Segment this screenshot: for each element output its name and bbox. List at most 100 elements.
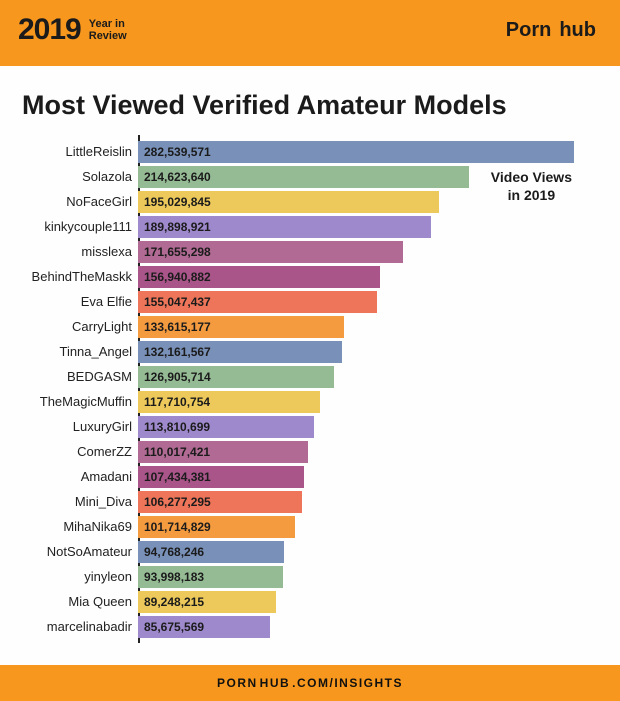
- bar: 94,768,246: [138, 541, 284, 563]
- row-label: ComerZZ: [22, 444, 138, 459]
- bar: 113,810,699: [138, 416, 314, 438]
- row-label: BEDGASM: [22, 369, 138, 384]
- table-row: Tinna_Angel 132,161,567: [22, 339, 598, 364]
- table-row: LuxuryGirl113,810,699: [22, 414, 598, 439]
- table-row: BEDGASM 126,905,714: [22, 364, 598, 389]
- bar-wrap: 171,655,298: [138, 241, 598, 263]
- bar-wrap: 156,940,882: [138, 266, 598, 288]
- table-row: yinyleon93,998,183: [22, 564, 598, 589]
- table-row: Mia Queen 89,248,215: [22, 589, 598, 614]
- bar-value: 171,655,298: [144, 245, 211, 259]
- bar-value: 282,539,571: [144, 145, 211, 159]
- row-label: LuxuryGirl: [22, 419, 138, 434]
- bar-value: 101,714,829: [144, 520, 211, 534]
- bar: 106,277,295: [138, 491, 302, 513]
- row-label: NotSoAmateur: [22, 544, 138, 559]
- row-label: kinkycouple111: [22, 219, 138, 234]
- bar-wrap: 155,047,437: [138, 291, 598, 313]
- bar: 126,905,714: [138, 366, 334, 388]
- bar-value: 89,248,215: [144, 595, 204, 609]
- bar-wrap: 89,248,215: [138, 591, 598, 613]
- bar-wrap: 113,810,699: [138, 416, 598, 438]
- bar: 282,539,571: [138, 141, 574, 163]
- bar-value: 85,675,569: [144, 620, 204, 634]
- bar-wrap: 85,675,569: [138, 616, 598, 638]
- bar-wrap: 126,905,714: [138, 366, 598, 388]
- row-label: TheMagicMuffin: [22, 394, 138, 409]
- row-label: Mini_Diva: [22, 494, 138, 509]
- bar-wrap: 189,898,921: [138, 216, 598, 238]
- bar: 156,940,882: [138, 266, 380, 288]
- bar: 133,615,177: [138, 316, 344, 338]
- table-row: LittleReislin282,539,571: [22, 139, 598, 164]
- bar-value: 107,434,381: [144, 470, 211, 484]
- year-sub-line1: Year in: [89, 18, 127, 30]
- bar: 195,029,845: [138, 191, 439, 213]
- row-label: Mia Queen: [22, 594, 138, 609]
- bar: 155,047,437: [138, 291, 377, 313]
- year-sub-line2: Review: [89, 30, 127, 42]
- content: Most Viewed Verified Amateur Models Vide…: [0, 66, 620, 651]
- bar-value: 214,623,640: [144, 170, 211, 184]
- bar: 132,161,567: [138, 341, 342, 363]
- table-row: Solazola 214,623,640: [22, 164, 598, 189]
- table-row: misslexa 171,655,298: [22, 239, 598, 264]
- row-label: Eva Elfie: [22, 294, 138, 309]
- footer-right: .COM/INSIGHTS: [292, 676, 403, 690]
- year-number: 2019: [18, 13, 81, 47]
- bar: 171,655,298: [138, 241, 403, 263]
- table-row: ComerZZ 110,017,421: [22, 439, 598, 464]
- bar-wrap: 132,161,567: [138, 341, 598, 363]
- footer: PORN HUB .COM/INSIGHTS: [0, 665, 620, 701]
- bar-wrap: 214,623,640: [138, 166, 598, 188]
- logo-right: hub: [553, 18, 602, 43]
- bar: 189,898,921: [138, 216, 431, 238]
- chart: Video Views in 2019 LittleReislin282,539…: [22, 139, 598, 639]
- table-row: NotSoAmateur94,768,246: [22, 539, 598, 564]
- table-row: kinkycouple111 189,898,921: [22, 214, 598, 239]
- table-row: Mini_Diva 106,277,295: [22, 489, 598, 514]
- bar-value: 132,161,567: [144, 345, 211, 359]
- bar-value: 133,615,177: [144, 320, 211, 334]
- bar-value: 155,047,437: [144, 295, 211, 309]
- footer-left: PORN: [217, 676, 258, 690]
- bar: 214,623,640: [138, 166, 469, 188]
- year-block: 2019 Year in Review: [18, 13, 127, 47]
- bar-value: 126,905,714: [144, 370, 211, 384]
- bar-wrap: 106,277,295: [138, 491, 598, 513]
- table-row: marcelinabadir85,675,569: [22, 614, 598, 639]
- row-label: CarryLight: [22, 319, 138, 334]
- logo: Porn hub: [506, 18, 602, 43]
- bar: 117,710,754: [138, 391, 320, 413]
- bar-wrap: 133,615,177: [138, 316, 598, 338]
- row-label: Tinna_Angel: [22, 344, 138, 359]
- table-row: Eva Elfie 155,047,437: [22, 289, 598, 314]
- row-label: MihaNika69: [22, 519, 138, 534]
- row-label: misslexa: [22, 244, 138, 259]
- footer-mid: HUB: [258, 676, 293, 690]
- table-row: MihaNika69 101,714,829: [22, 514, 598, 539]
- row-label: NoFaceGirl: [22, 194, 138, 209]
- bar-value: 110,017,421: [144, 445, 210, 459]
- table-row: CarryLight 133,615,177: [22, 314, 598, 339]
- table-row: BehindTheMaskk156,940,882: [22, 264, 598, 289]
- topbar: 2019 Year in Review Porn hub: [0, 0, 620, 60]
- bar-wrap: 107,434,381: [138, 466, 598, 488]
- bar-wrap: 195,029,845: [138, 191, 598, 213]
- page: 2019 Year in Review Porn hub Most Viewed…: [0, 0, 620, 701]
- bar-value: 189,898,921: [144, 220, 211, 234]
- table-row: NoFaceGirl195,029,845: [22, 189, 598, 214]
- bar-wrap: 94,768,246: [138, 541, 598, 563]
- bar-value: 106,277,295: [144, 495, 211, 509]
- bar: 85,675,569: [138, 616, 270, 638]
- bar: 107,434,381: [138, 466, 304, 488]
- chart-title: Most Viewed Verified Amateur Models: [22, 90, 598, 121]
- bar: 89,248,215: [138, 591, 276, 613]
- bar-wrap: 110,017,421: [138, 441, 598, 463]
- bar-value: 117,710,754: [144, 395, 210, 409]
- bar-wrap: 117,710,754: [138, 391, 598, 413]
- row-label: yinyleon: [22, 569, 138, 584]
- bar-wrap: 282,539,571: [138, 141, 598, 163]
- row-label: Solazola: [22, 169, 138, 184]
- bar-value: 156,940,882: [144, 270, 211, 284]
